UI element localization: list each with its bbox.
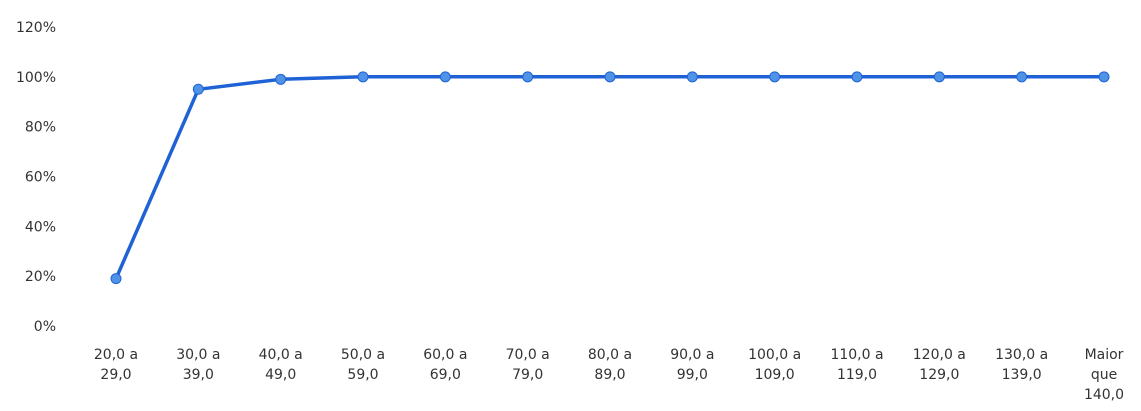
x-tick-label-line: 129,0 [919,367,959,383]
y-axis: 0% 20% 40% 60% 80% 100% 120% [16,20,56,335]
x-tick-label: 70,0 a 79,0 [506,347,550,383]
x-tick-label: 130,0 a 139,0 [995,347,1048,383]
y-tick-label: 80% [25,120,56,136]
data-point [357,71,369,83]
x-tick-label-line: 69,0 [430,367,461,383]
x-tick-label-line: 100,0 a [748,347,801,363]
data-point [522,71,534,83]
x-tick-label-line: 49,0 [265,367,296,383]
x-tick-label-line: 50,0 a [341,347,385,363]
x-tick-label-line: 119,0 [837,367,877,383]
x-tick-label: 30,0 a 39,0 [176,347,220,383]
x-tick-label-line: 90,0 a [670,347,714,363]
x-tick-label-line: 89,0 [594,367,625,383]
data-point [1016,71,1028,83]
data-point [851,71,863,83]
x-tick-label-line: 130,0 a [995,347,1048,363]
data-point [1098,71,1110,83]
x-tick-label: Maior que 140,0 [1084,347,1124,403]
data-point [769,71,781,83]
x-tick-label-line: 20,0 a [94,347,138,363]
x-tick-label: 50,0 a 59,0 [341,347,385,383]
data-point [110,273,122,285]
y-tick-label: 60% [25,170,56,186]
x-tick-label-line: 60,0 a [423,347,467,363]
x-tick-label: 90,0 a 99,0 [670,347,714,383]
x-tick-label: 80,0 a 89,0 [588,347,632,383]
data-point [439,71,451,83]
x-tick-label-line: 120,0 a [913,347,966,363]
x-tick-label-line: Maior [1085,347,1124,363]
series-markers-group [110,71,1110,285]
x-tick-label: 40,0 a 49,0 [259,347,303,383]
x-tick-label: 20,0 a 29,0 [94,347,138,383]
data-point [933,71,945,83]
data-point [192,83,204,95]
x-tick-label-line: 59,0 [347,367,378,383]
x-tick-label-line: 140,0 [1084,387,1124,403]
x-tick-label-line: 139,0 [1002,367,1042,383]
x-tick-label: 100,0 a 109,0 [748,347,801,383]
y-tick-label: 20% [25,269,56,285]
y-tick-label: 0% [34,319,56,335]
x-tick-label: 60,0 a 69,0 [423,347,467,383]
x-tick-label-line: 79,0 [512,367,543,383]
x-tick-label-line: que [1091,367,1117,383]
y-tick-label: 40% [25,219,56,235]
x-tick-label: 110,0 a 119,0 [830,347,883,383]
x-tick-label-line: 80,0 a [588,347,632,363]
data-point [686,71,698,83]
x-tick-label: 120,0 a 129,0 [913,347,966,383]
x-tick-label-line: 110,0 a [830,347,883,363]
x-axis: 20,0 a 29,0 30,0 a 39,0 40,0 a 49,0 50,0 a 59,0… [94,347,1124,403]
x-tick-label-line: 39,0 [183,367,214,383]
x-tick-label-line: 29,0 [100,367,131,383]
x-tick-label-line: 99,0 [677,367,708,383]
x-tick-label-line: 109,0 [755,367,795,383]
x-tick-label-line: 30,0 a [176,347,220,363]
data-point [275,73,287,85]
x-tick-label-line: 40,0 a [259,347,303,363]
series-line-group [114,75,1106,281]
series-line [114,75,1106,281]
y-tick-label: 100% [16,70,56,86]
x-tick-label-line: 70,0 a [506,347,550,363]
y-tick-label: 120% [16,20,56,36]
data-point [604,71,616,83]
